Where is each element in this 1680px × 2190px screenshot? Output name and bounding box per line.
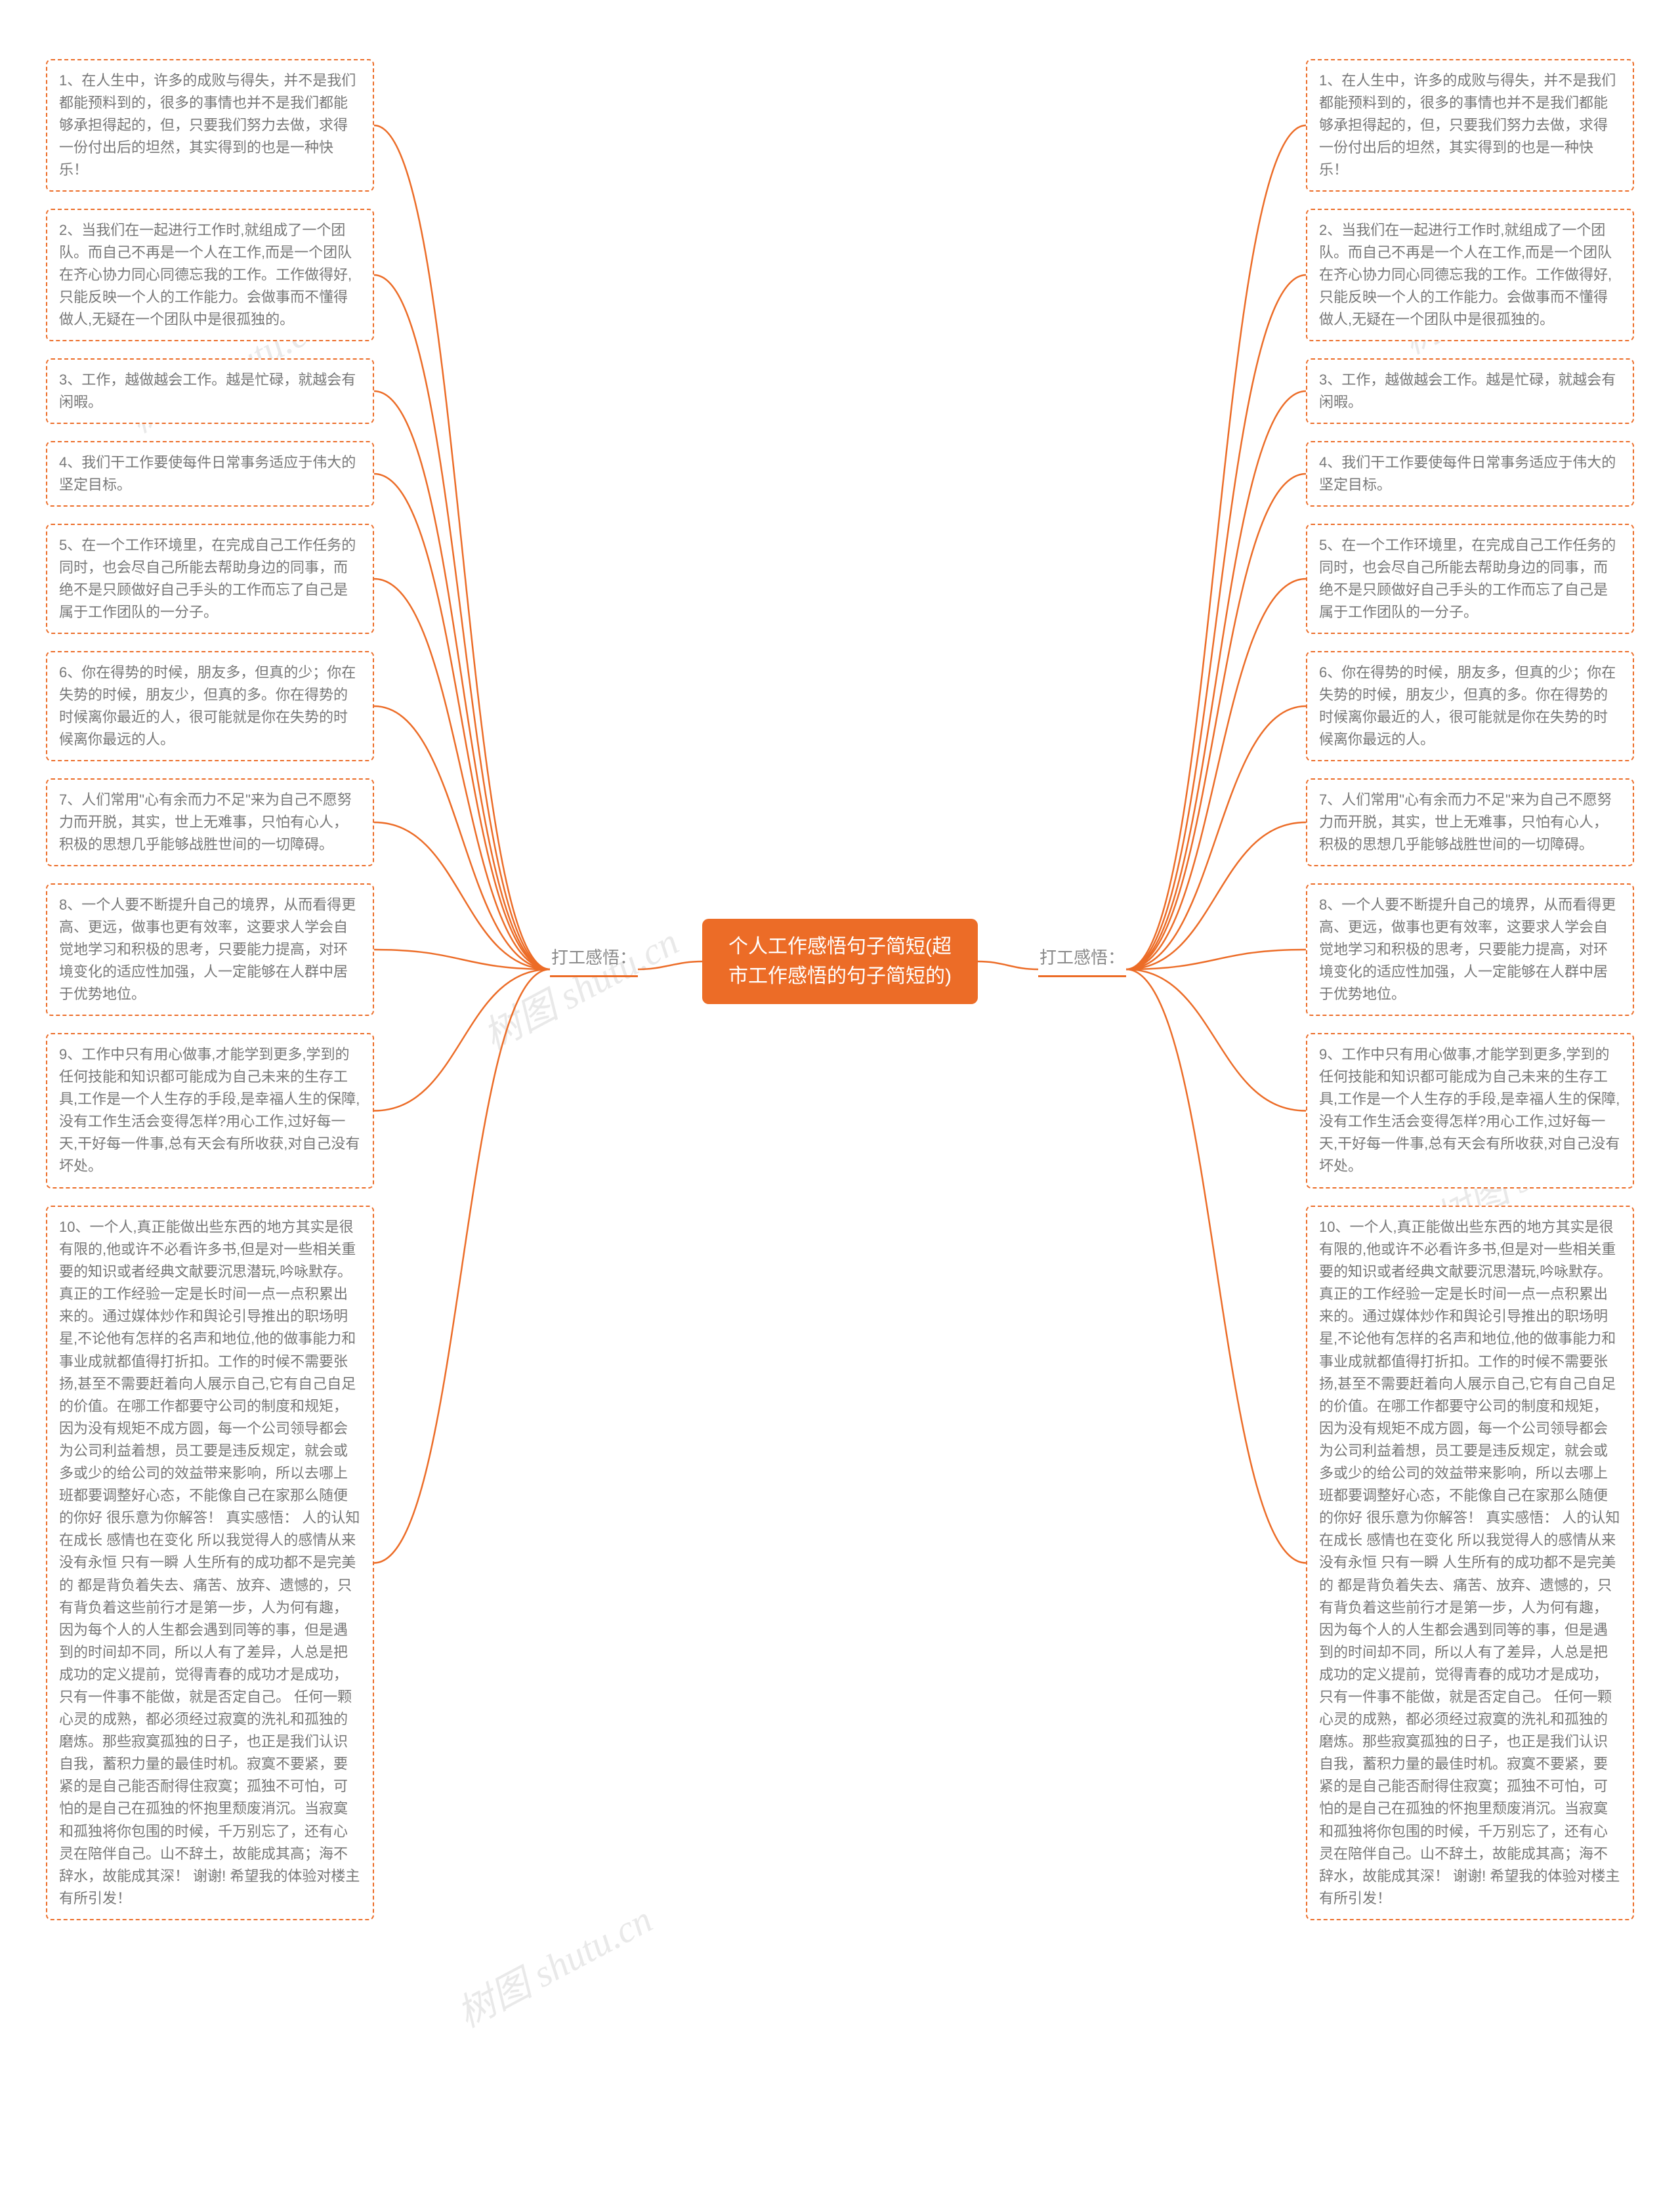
- connector: [374, 969, 550, 1563]
- mindmap-canvas: 树图 shutu.cn树图 shutu.cn树图 shutu.cn树图 shut…: [0, 0, 1680, 2190]
- watermark: 树图 shutu.cn: [472, 912, 686, 1061]
- connector: [374, 474, 550, 969]
- leaf-node: 7、人们常用"心有余而力不足"来为自己不愿努力而开脱，其实，世上无难事，只怕有心…: [1306, 778, 1634, 866]
- leaf-node: 4、我们干工作要使每件日常事务适应于伟大的坚定目标。: [46, 441, 374, 507]
- leaf-node: 1、在人生中，许多的成败与得失，并不是我们都能预料到的，很多的事情也并不是我们都…: [46, 59, 374, 192]
- connector: [374, 275, 550, 969]
- connector: [1126, 706, 1306, 969]
- leaf-node: 8、一个人要不断提升自己的境界，从而看得更高、更远，做事也更有效率，这要求人学会…: [46, 883, 374, 1016]
- leaf-node: 5、在一个工作环境里，在完成自己工作任务的同时，也会尽自己所能去帮助身边的同事，…: [1306, 524, 1634, 634]
- connector: [374, 822, 550, 969]
- connector: [1126, 950, 1306, 969]
- leaf-node: 6、你在得势的时候，朋友多，但真的少；你在失势的时候，朋友少，但真的多。你在得势…: [46, 651, 374, 761]
- leaf-node: 3、工作，越做越会工作。越是忙碌，就越会有闲暇。: [46, 358, 374, 424]
- connector: [374, 969, 550, 1111]
- branch-label-left: 打工感悟：: [550, 940, 638, 977]
- connector: [1126, 969, 1306, 1111]
- leaf-node: 8、一个人要不断提升自己的境界，从而看得更高、更远，做事也更有效率，这要求人学会…: [1306, 883, 1634, 1016]
- center-node: 个人工作感悟句子简短(超市工作感悟的句子简短的): [702, 919, 978, 1004]
- connector: [374, 706, 550, 969]
- leaf-node: 10、一个人,真正能做出些东西的地方其实是很有限的,他或许不必看许多书,但是对一…: [46, 1206, 374, 1920]
- connector: [978, 961, 1038, 969]
- connector: [1126, 125, 1306, 969]
- leaf-node: 4、我们干工作要使每件日常事务适应于伟大的坚定目标。: [1306, 441, 1634, 507]
- leaf-node: 6、你在得势的时候，朋友多，但真的少；你在失势的时候，朋友少，但真的多。你在得势…: [1306, 651, 1634, 761]
- leaf-node: 10、一个人,真正能做出些东西的地方其实是很有限的,他或许不必看许多书,但是对一…: [1306, 1206, 1634, 1920]
- connector: [374, 391, 550, 969]
- leaf-node: 3、工作，越做越会工作。越是忙碌，就越会有闲暇。: [1306, 358, 1634, 424]
- leaf-node: 2、当我们在一起进行工作时,就组成了一个团队。而自己不再是一个人在工作,而是一个…: [1306, 209, 1634, 341]
- connector: [638, 961, 702, 969]
- connector: [374, 125, 550, 969]
- leaf-node: 5、在一个工作环境里，在完成自己工作任务的同时，也会尽自己所能去帮助身边的同事，…: [46, 524, 374, 634]
- connector: [1126, 275, 1306, 969]
- leaf-node: 9、工作中只有用心做事,才能学到更多,学到的任何技能和知识都可能成为自己未来的生…: [46, 1033, 374, 1189]
- connector: [1126, 969, 1306, 1563]
- connector: [1126, 822, 1306, 969]
- leaf-node: 7、人们常用"心有余而力不足"来为自己不愿努力而开脱，其实，世上无难事，只怕有心…: [46, 778, 374, 866]
- connector: [1126, 474, 1306, 969]
- connector: [1126, 391, 1306, 969]
- connector: [374, 950, 550, 969]
- leaf-node: 2、当我们在一起进行工作时,就组成了一个团队。而自己不再是一个人在工作,而是一个…: [46, 209, 374, 341]
- connector: [374, 579, 550, 969]
- leaf-node: 9、工作中只有用心做事,才能学到更多,学到的任何技能和知识都可能成为自己未来的生…: [1306, 1033, 1634, 1189]
- leaf-node: 1、在人生中，许多的成败与得失，并不是我们都能预料到的，很多的事情也并不是我们都…: [1306, 59, 1634, 192]
- connector: [1126, 579, 1306, 969]
- branch-label-right: 打工感悟：: [1038, 940, 1126, 977]
- watermark: 树图 shutu.cn: [446, 1889, 660, 2038]
